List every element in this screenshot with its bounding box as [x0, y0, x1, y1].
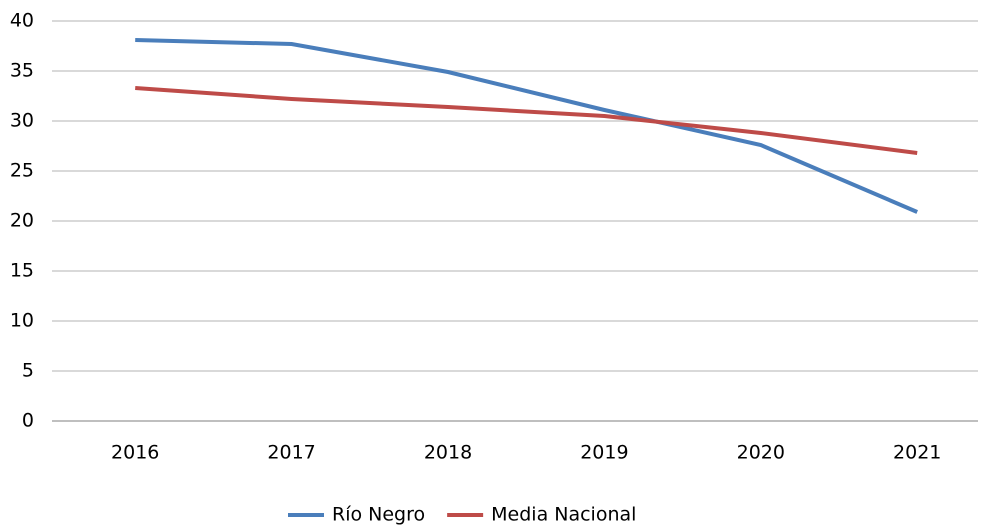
y-tick-label: 15 [10, 260, 34, 282]
y-tick-label: 5 [22, 360, 34, 382]
x-tick-label: 2017 [267, 442, 315, 464]
series-line [135, 86, 918, 155]
x-tick-label: 2020 [737, 442, 785, 464]
y-tick-label: 25 [10, 160, 34, 182]
x-tick-label: 2021 [893, 442, 941, 464]
x-tick-label: 2016 [111, 442, 159, 464]
x-tick-label: 2018 [424, 442, 472, 464]
legend-label: Media Nacional [491, 504, 636, 526]
y-tick-label: 20 [10, 210, 34, 232]
series-line [135, 38, 918, 214]
y-tick-label: 0 [22, 410, 34, 432]
y-tick-label: 35 [10, 60, 34, 82]
y-tick-label: 10 [10, 310, 34, 332]
legend-label: Río Negro [332, 504, 425, 526]
y-tick-label: 30 [10, 110, 34, 132]
y-tick-label: 40 [10, 10, 34, 32]
x-tick-label: 2019 [580, 442, 628, 464]
